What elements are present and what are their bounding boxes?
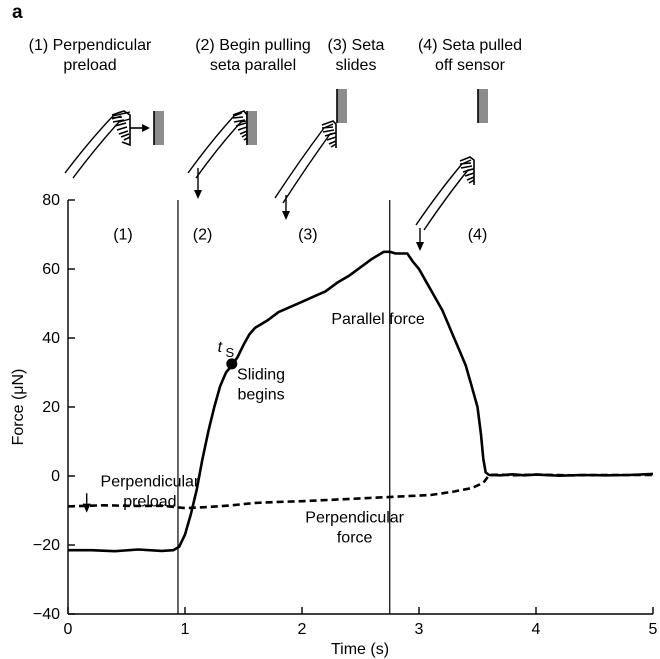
y-tick-label: 20 [42, 399, 60, 416]
perpendicular-force-line [67, 473, 653, 510]
step-1-caption-line1: (1) Perpendicular [29, 37, 152, 54]
phase-boundaries [177, 200, 391, 614]
annotation-label: Perpendicular [305, 510, 404, 527]
panel-letter: a [12, 2, 23, 23]
seta-step3-illustration [274, 89, 347, 220]
region-label: (1) [113, 227, 133, 244]
y-tick-label: −20 [33, 537, 60, 554]
x-ticks: 0 1 2 3 4 5 [64, 607, 658, 638]
step-3-caption-line1: (3) Seta [328, 37, 385, 54]
step-4-caption-line2: off sensor [435, 57, 506, 74]
region-label: (2) [193, 227, 213, 244]
step-3-caption-line2: slides [336, 57, 377, 74]
step-captions: (1) Perpendicular preload (2) Begin pull… [29, 37, 522, 74]
seta-step2-illustration [187, 110, 257, 199]
preload-arrow-head [82, 503, 91, 513]
annotation-label: force [337, 530, 373, 547]
annotation-label: Perpendicular [101, 473, 200, 490]
annotation-label: preload [123, 493, 176, 510]
seta-step1-illustration [64, 110, 164, 179]
annotation-label: Sliding [237, 366, 285, 383]
region-labels: (1) (2) (3) (4) [113, 227, 487, 244]
y-tick-label: −40 [33, 606, 60, 623]
seta-step4-illustration [415, 89, 488, 251]
step-1-caption-line2: preload [63, 57, 116, 74]
annotation-layer: Perpendicular preload Parallel force Slidin… [82, 311, 425, 547]
step-2-caption-line1: (2) Begin pulling [195, 37, 311, 54]
x-tick-label: 4 [532, 621, 541, 638]
series-layer [67, 250, 654, 553]
ts-label: t [218, 339, 223, 356]
ts-subscript: S [225, 345, 234, 360]
y-axis-title: Force (μN) [10, 369, 27, 446]
step-2-caption-line2: seta parallel [210, 57, 296, 74]
y-tick-label: 60 [42, 261, 60, 278]
x-tick-label: 2 [298, 621, 307, 638]
y-tick-label: 80 [42, 192, 60, 209]
step-4-caption-line1: (4) Seta pulled [418, 37, 522, 54]
x-tick-label: 5 [649, 621, 658, 638]
x-axis-title: Time (s) [331, 641, 389, 658]
sliding-begins-marker [226, 358, 238, 370]
x-tick-label: 1 [181, 621, 190, 638]
y-tick-label: 0 [51, 468, 60, 485]
x-tick-label: 3 [415, 621, 424, 638]
annotation-label: Parallel force [331, 311, 424, 328]
y-tick-label: 40 [42, 330, 60, 347]
parallel-force-line [68, 250, 654, 553]
seta-diagrams [64, 89, 488, 251]
plot-area: −40 −20 0 20 40 60 80 0 1 2 3 4 5 (1) (2) (3) (4) Perp… [10, 192, 658, 658]
y-ticks: −40 −20 0 20 40 60 80 [33, 192, 75, 623]
region-label: (3) [298, 227, 318, 244]
region-label: (4) [468, 227, 488, 244]
x-tick-label: 0 [64, 621, 73, 638]
annotation-label: begins [237, 386, 284, 403]
